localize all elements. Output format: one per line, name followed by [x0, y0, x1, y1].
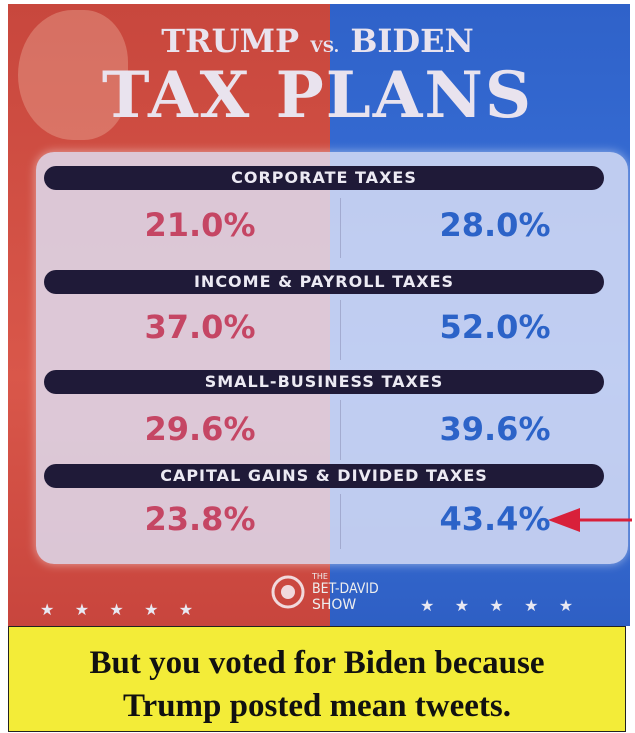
- versus: VS.: [310, 37, 340, 56]
- portrait: [18, 10, 128, 140]
- logo-text: THE: [312, 572, 328, 581]
- row-label: CORPORATE TAXES: [44, 166, 604, 190]
- divider: [340, 300, 341, 360]
- row-label: INCOME & PAYROLL TAXES: [44, 270, 604, 294]
- divider: [340, 494, 341, 549]
- biden-value: 52.0%: [439, 308, 551, 346]
- panel: [36, 152, 628, 564]
- biden-value: 28.0%: [439, 206, 551, 244]
- caption-box: [8, 626, 626, 732]
- row-label: CAPITAL GAINS & DIVIDED TAXES: [44, 464, 604, 488]
- trump-value: 37.0%: [144, 308, 256, 346]
- trump-value: 29.6%: [144, 410, 256, 448]
- left-name: TRUMP: [161, 22, 300, 60]
- stars: ★ ★ ★ ★ ★: [420, 596, 574, 615]
- logo-text: SHOW: [312, 597, 357, 613]
- arrow: [548, 508, 632, 532]
- stars: ★ ★ ★ ★ ★: [40, 600, 194, 619]
- logo-text: BET-DAVID: [312, 581, 379, 597]
- subtitle: TRUMP VS. BIDEN: [0, 22, 635, 60]
- trump-value: 21.0%: [144, 206, 256, 244]
- biden-value: 43.4%: [439, 500, 551, 538]
- row-label: SMALL-BUSINESS TAXES: [44, 370, 604, 394]
- divider: [340, 400, 341, 460]
- divider: [340, 198, 341, 258]
- caption-line: Trump posted mean tweets.: [122, 688, 512, 724]
- caption-line: But you voted for Biden because: [89, 645, 545, 681]
- title: TAX PLANS: [101, 58, 534, 133]
- trump-value: 23.8%: [144, 500, 256, 538]
- biden-value: 39.6%: [439, 410, 551, 448]
- right-name: BIDEN: [350, 22, 474, 60]
- logo-icon: [271, 575, 305, 609]
